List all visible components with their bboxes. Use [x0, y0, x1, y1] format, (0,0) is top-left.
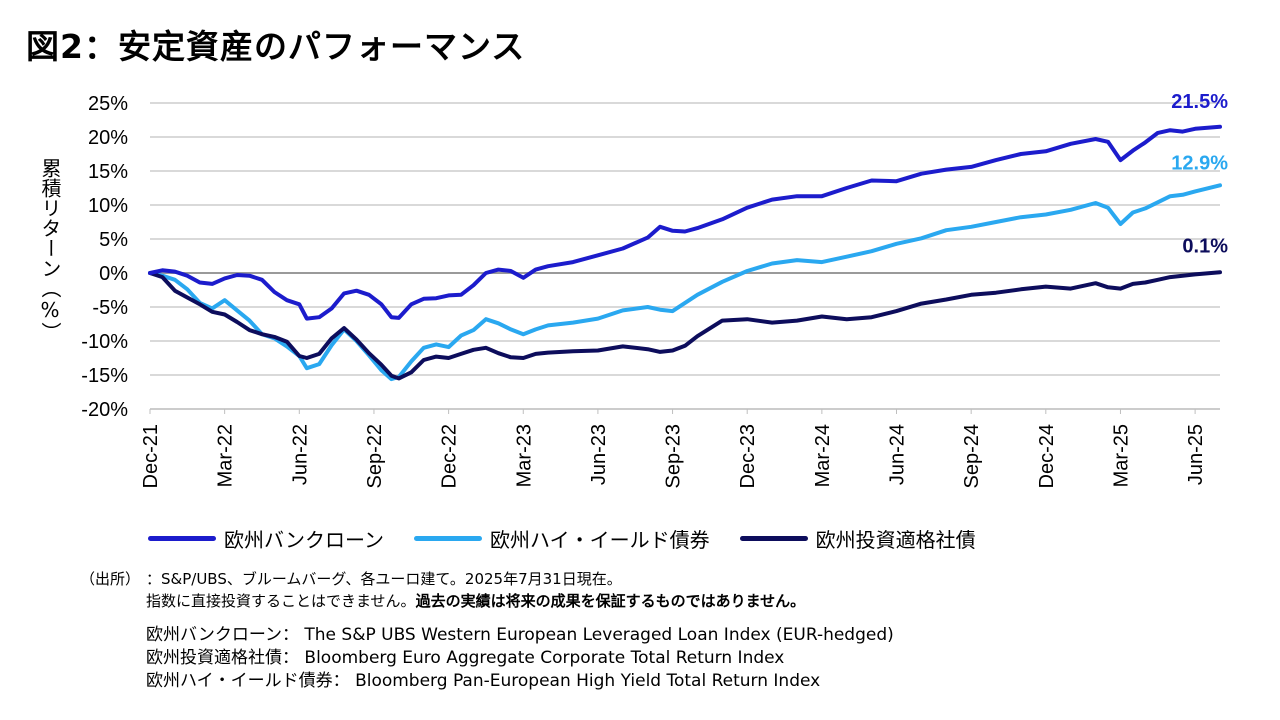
index-definitions: 欧州バンクローン： The S&P UBS Western European L…	[146, 624, 894, 693]
x-tick-label: Jun-25	[1185, 424, 1207, 485]
source-label: （出所）	[80, 570, 141, 588]
legend-label-hy: 欧州ハイ・イールド債券	[490, 528, 710, 552]
chart-legend: 欧州バンクローン 欧州ハイ・イールド債券 欧州投資適格社債	[148, 524, 976, 553]
definition-ig: 欧州投資適格社債： Bloomberg Euro Aggregate Corpo…	[146, 648, 785, 668]
y-tick-label: 15%	[88, 161, 128, 183]
x-tick-label: Dec-21	[140, 424, 162, 488]
page-title: 図2：安定資産のパフォーマンス	[26, 27, 526, 66]
x-tick-label: Mar-23	[513, 424, 535, 487]
source-text: ：S&P/UBS、ブルームバーグ、各ユーロ建て。2025年7月31日現在。	[146, 570, 622, 588]
y-tick-label: -5%	[92, 297, 128, 319]
x-tick-label: Mar-24	[812, 424, 834, 487]
legend-swatch-loan	[148, 536, 216, 541]
x-tick-label: Dec-24	[1036, 424, 1058, 488]
legend-label-ig: 欧州投資適格社債	[815, 528, 976, 552]
definition-loan: 欧州バンクローン： The S&P UBS Western European L…	[146, 625, 894, 645]
disclaimer-text: 指数に直接投資することはできません。	[146, 592, 416, 610]
x-tick-label: Jun-22	[289, 424, 311, 485]
end-label-ig: 0.1%	[1182, 235, 1228, 257]
x-tick-label: Mar-22	[215, 424, 237, 487]
source-notes: （出所） ：S&P/UBS、ブルームバーグ、各ユーロ建て。2025年7月31日現…	[80, 568, 805, 612]
legend-swatch-hy	[414, 536, 482, 541]
series-line-ig	[148, 270, 1222, 381]
disclaimer: 指数に直接投資することはできません。過去の実績は将来の成果を保証するものではあり…	[146, 590, 805, 612]
end-label-hy: 12.9%	[1171, 152, 1228, 174]
x-tick-label: Jun-23	[588, 424, 610, 485]
legend-item-loan: 欧州バンクローン	[148, 524, 384, 553]
series-line-loan	[148, 124, 1222, 321]
disclaimer-bold: 過去の実績は将来の成果を保証するものではありません。	[415, 592, 806, 610]
legend-item-ig: 欧州投資適格社債	[739, 524, 976, 553]
y-tick-label: -10%	[81, 331, 128, 353]
legend-swatch-ig	[739, 536, 808, 541]
series-line-hy	[148, 183, 1222, 382]
y-tick-label: -20%	[81, 399, 128, 421]
x-tick-label: Dec-22	[439, 424, 461, 488]
x-tick-label: Dec-23	[737, 424, 759, 488]
y-tick-label: -15%	[81, 365, 128, 387]
y-tick-label: 20%	[88, 127, 128, 149]
y-tick-label: 10%	[88, 195, 128, 217]
x-tick-label: Jun-24	[887, 424, 909, 485]
x-tick-label: Sep-24	[961, 424, 983, 489]
y-tick-label: 0%	[99, 263, 128, 285]
definition-hy: 欧州ハイ・イールド債券： Bloomberg Pan-European High…	[146, 671, 821, 691]
y-axis-label: 累積リターン（%）	[38, 158, 62, 342]
performance-chart: 25% 20% 15% 10% 5% 0% -5% -10% -15% -20% Dec-21 Mar…	[81, 91, 1228, 489]
legend-item-hy: 欧州ハイ・イールド債券	[414, 524, 710, 553]
end-label-loan: 21.5%	[1171, 91, 1228, 113]
y-tick-label: 5%	[99, 229, 128, 251]
legend-label-loan: 欧州バンクローン	[224, 528, 384, 552]
x-tick-label: Mar-25	[1110, 424, 1132, 487]
y-tick-label: 25%	[88, 93, 128, 115]
x-tick-label: Sep-23	[663, 424, 685, 489]
x-tick-label: Sep-22	[364, 424, 386, 489]
